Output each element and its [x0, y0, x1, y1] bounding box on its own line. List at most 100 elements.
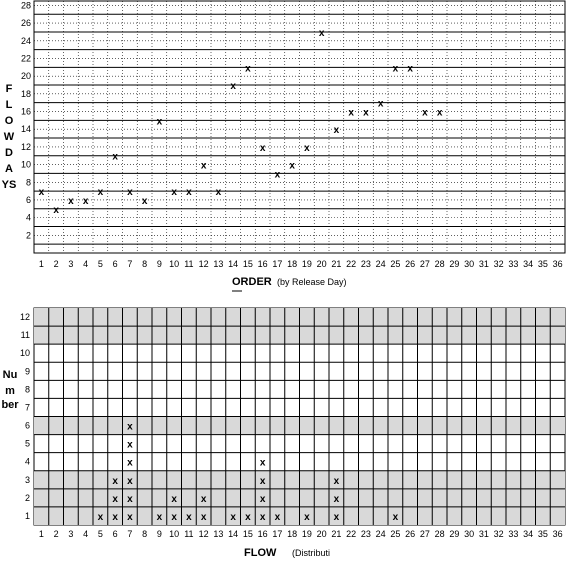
data-point-x-marker: x	[171, 187, 177, 198]
histogram-x-marker: x	[171, 494, 177, 505]
data-point-x-marker: x	[275, 169, 281, 180]
histogram-x-marker: x	[127, 440, 133, 451]
y-axis-label: O	[5, 115, 14, 127]
y-tick-label: 6	[26, 195, 31, 205]
data-point-x-marker: x	[68, 196, 74, 207]
x-tick-label: 33	[508, 259, 518, 269]
x-tick-label: 29	[449, 529, 459, 539]
y-tick-label: 20	[21, 71, 31, 81]
x-tick-label: 1	[39, 529, 44, 539]
y-tick-label: 28	[21, 0, 31, 10]
histogram-x-marker: x	[230, 512, 236, 523]
x-tick-label: 17	[272, 529, 282, 539]
y-tick-label: 11	[21, 330, 30, 340]
histogram-x-marker: x	[245, 512, 251, 523]
x-tick-label: 2	[54, 529, 59, 539]
x-axis-subtitle: (Distributi	[292, 548, 330, 558]
y-tick-label: 6	[25, 421, 30, 431]
data-point-x-marker: x	[378, 99, 384, 110]
x-tick-label: 28	[435, 529, 445, 539]
histogram-x-marker: x	[112, 476, 118, 487]
data-point-x-marker: x	[98, 187, 104, 198]
x-axis-subtitle: (by Release Day)	[277, 277, 347, 287]
x-tick-label: 15	[243, 529, 253, 539]
x-tick-label: 27	[420, 259, 430, 269]
x-tick-label: 14	[228, 529, 238, 539]
data-point-x-marker: x	[230, 81, 236, 92]
histogram-x-marker: x	[201, 494, 207, 505]
x-tick-label: 14	[228, 259, 238, 269]
histogram-x-marker: x	[275, 512, 281, 523]
y-axis-label: m	[5, 385, 15, 397]
y-tick-label: 22	[21, 53, 31, 63]
x-tick-label: 19	[302, 529, 312, 539]
x-tick-label: 16	[258, 529, 268, 539]
data-point-x-marker: x	[216, 187, 222, 198]
x-tick-label: 17	[272, 259, 282, 269]
x-tick-label: 25	[390, 529, 400, 539]
data-point-x-marker: x	[363, 108, 369, 119]
x-tick-label: 21	[331, 529, 341, 539]
x-axis-title: ORDER	[232, 276, 272, 288]
histogram-x-marker: x	[112, 494, 118, 505]
y-tick-label: 1	[25, 511, 30, 521]
data-point-x-marker: x	[334, 125, 340, 136]
x-tick-label: 36	[553, 259, 563, 269]
data-point-x-marker: x	[201, 161, 207, 172]
y-tick-label: 24	[21, 36, 31, 46]
x-tick-label: 11	[184, 259, 193, 269]
y-tick-label: 4	[25, 457, 30, 467]
data-point-x-marker: x	[304, 143, 310, 154]
x-tick-label: 26	[405, 259, 415, 269]
y-axis-label: F	[6, 83, 13, 95]
data-point-x-marker: x	[437, 108, 443, 119]
x-tick-label: 22	[346, 259, 356, 269]
data-point-x-marker: x	[260, 143, 266, 154]
x-tick-label: 34	[523, 529, 533, 539]
x-tick-label: 15	[243, 259, 253, 269]
x-tick-label: 10	[169, 529, 179, 539]
x-tick-label: 23	[361, 529, 371, 539]
y-axis-label: YS	[2, 179, 17, 191]
histogram-x-marker: x	[260, 476, 266, 487]
data-point-x-marker: x	[319, 28, 325, 39]
x-tick-label: 30	[464, 259, 474, 269]
y-tick-label: 26	[21, 18, 31, 28]
y-tick-label: 12	[20, 312, 30, 322]
y-tick-label: 8	[25, 384, 30, 394]
y-tick-label: 14	[21, 124, 31, 134]
y-axis-label: L	[6, 99, 13, 111]
y-tick-label: 8	[26, 177, 31, 187]
histogram-x-marker: x	[112, 512, 118, 523]
y-axis-label: Nu	[3, 369, 18, 381]
x-tick-label: 33	[508, 529, 518, 539]
x-tick-label: 2	[54, 259, 59, 269]
x-tick-label: 8	[142, 529, 147, 539]
x-tick-label: 6	[113, 259, 118, 269]
x-tick-label: 32	[494, 529, 504, 539]
x-tick-label: 20	[317, 259, 327, 269]
data-point-x-marker: x	[289, 161, 295, 172]
histogram-x-marker: x	[334, 494, 340, 505]
x-tick-label: 22	[346, 529, 356, 539]
y-tick-label: 4	[26, 213, 31, 223]
y-tick-label: 2	[26, 230, 31, 240]
data-point-x-marker: x	[245, 63, 251, 74]
x-tick-label: 5	[98, 529, 103, 539]
x-tick-label: 4	[83, 259, 88, 269]
x-tick-label: 8	[142, 259, 147, 269]
x-tick-label: 35	[538, 259, 548, 269]
y-axis-label: ber	[1, 399, 19, 411]
y-tick-label: 10	[21, 160, 31, 170]
histogram-x-marker: x	[98, 512, 104, 523]
x-tick-label: 34	[523, 259, 533, 269]
x-tick-label: 4	[83, 529, 88, 539]
histogram-x-marker: x	[127, 458, 133, 469]
x-tick-label: 27	[420, 529, 430, 539]
y-axis-label: W	[4, 131, 15, 143]
x-tick-label: 12	[199, 529, 209, 539]
x-tick-label: 13	[213, 259, 223, 269]
